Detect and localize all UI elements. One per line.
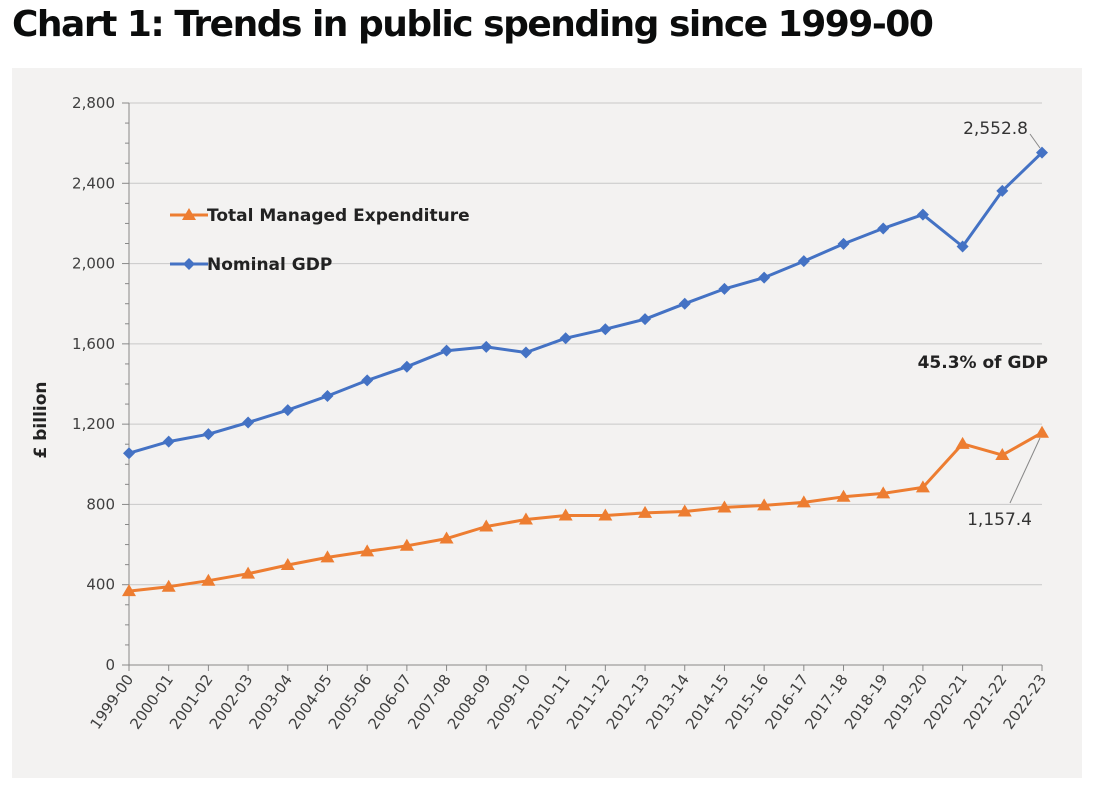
legend-tme-label: Total Managed Expenditure (207, 206, 470, 226)
data-point (639, 313, 652, 326)
legend-tme-marker (182, 208, 196, 220)
data-point (758, 271, 771, 284)
data-point (915, 480, 930, 493)
y-tick-label: 2,800 (72, 94, 115, 112)
data-point (796, 495, 811, 508)
data-point (678, 297, 691, 310)
series-lines (122, 146, 1049, 597)
data-point (122, 584, 136, 597)
line-chart: 0 400 800 1,200 1,600 2,000 2,400 2,800 1999-00… (31, 94, 1051, 733)
data-point (242, 416, 255, 429)
data-point (399, 538, 414, 551)
series-total-managed-expenditure (122, 425, 1049, 597)
data-point (202, 428, 215, 441)
axes (122, 102, 1043, 671)
data-point (320, 550, 335, 563)
gdp-end-label: 2,552.8 (963, 119, 1028, 139)
data-point (161, 579, 176, 592)
data-point (837, 237, 850, 250)
legend: Total Managed Expenditure Nominal GDP (170, 206, 470, 275)
data-point (439, 531, 454, 544)
data-point (916, 208, 929, 221)
data-point (876, 486, 891, 499)
gridlines (129, 102, 1042, 586)
y-tick-label: 2,400 (72, 174, 115, 192)
data-point (281, 404, 294, 417)
data-point (400, 360, 413, 373)
data-point (599, 323, 612, 336)
annotations: 2,552.8 45.3% of GDP 1,157.4 (918, 119, 1048, 530)
data-point (677, 504, 692, 517)
data-point (162, 435, 175, 448)
data-point (558, 508, 573, 521)
legend-gdp-marker (183, 258, 195, 270)
data-point (996, 184, 1009, 197)
data-point (956, 240, 969, 253)
chart-title: Chart 1: Trends in public spending since… (12, 4, 934, 45)
data-point (479, 519, 494, 532)
data-point (440, 344, 453, 357)
tme-end-leader (1009, 437, 1041, 504)
gdp-end-leader (1029, 133, 1041, 149)
y-tick-label: 2,000 (72, 255, 115, 273)
share-of-gdp-label: 45.3% of GDP (918, 353, 1048, 373)
data-point (360, 544, 375, 557)
y-tick-label: 1,200 (72, 415, 115, 433)
data-point (718, 282, 731, 295)
data-point (757, 498, 772, 511)
data-point (797, 255, 810, 268)
data-point (955, 436, 970, 449)
data-point (201, 573, 216, 586)
chart-panel: 0 400 800 1,200 1,600 2,000 2,400 2,800 1999-00… (12, 68, 1082, 778)
y-tick-label: 0 (105, 656, 115, 674)
data-point (361, 374, 374, 387)
x-tick-labels: 1999-002000-012001-022002-032003-042004-… (87, 671, 1051, 733)
data-point (518, 512, 533, 525)
data-point (1036, 146, 1048, 159)
data-point (559, 332, 572, 345)
tme-end-label: 1,157.4 (967, 510, 1032, 530)
series-line (128, 151, 1044, 455)
y-tick-label: 400 (86, 576, 115, 594)
y-tick-labels: 0 400 800 1,200 1,600 2,000 2,400 2,800 (72, 94, 115, 674)
y-tick-label: 800 (86, 495, 115, 513)
data-point (1035, 425, 1049, 438)
data-point (321, 390, 334, 403)
data-point (717, 500, 732, 513)
series-line (128, 431, 1043, 593)
data-point (995, 448, 1010, 461)
y-axis-label: £ billion (31, 381, 51, 458)
series-nominal-gdp (123, 146, 1048, 460)
data-point (123, 447, 135, 460)
data-point (836, 489, 851, 502)
data-point (877, 222, 890, 235)
data-point (598, 508, 613, 521)
data-point (280, 558, 295, 571)
data-point (480, 340, 493, 353)
legend-gdp-label: Nominal GDP (207, 255, 332, 275)
data-point (241, 566, 256, 579)
data-point (638, 505, 653, 518)
y-tick-label: 1,600 (72, 335, 115, 353)
data-point (519, 346, 532, 359)
